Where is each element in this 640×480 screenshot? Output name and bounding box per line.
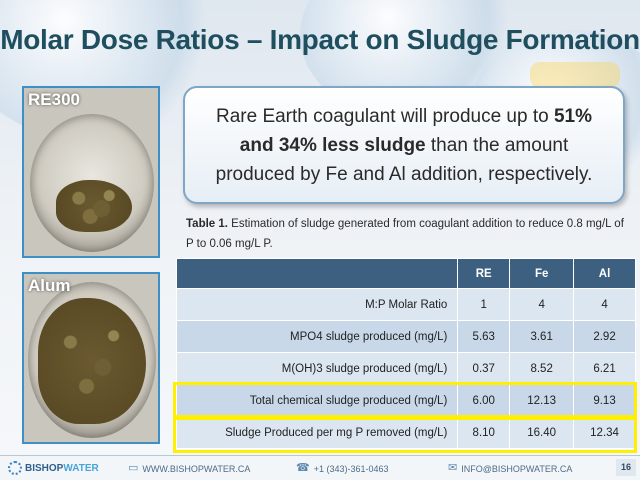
- footer-phone: ☎ +1 (343)-361-0463: [296, 463, 389, 474]
- table-header-row: RE Fe Al: [175, 258, 636, 289]
- company-logo: BISHOP WATER: [8, 461, 99, 475]
- logo-icon: [8, 461, 22, 475]
- logo-text-part: BISHOP: [25, 462, 64, 474]
- sludge-sample: [56, 180, 132, 232]
- logo-text-part: WATER: [63, 462, 99, 474]
- callout-text-part: than the amount produced by Fe and Al ad…: [215, 134, 593, 185]
- cell-value: 16.40: [509, 416, 575, 449]
- table-row: Sludge Produced per mg P removed (mg/L) …: [175, 416, 636, 449]
- slide-title: Molar Dose Ratios – Impact on Sludge For…: [0, 24, 640, 55]
- page-number: 16: [616, 459, 636, 476]
- header-cell: RE: [457, 258, 511, 289]
- table-row: Total chemical sludge produced (mg/L) 6.…: [175, 384, 636, 417]
- header-cell: Fe: [509, 258, 575, 289]
- phone-number: +1 (343)-361-0463: [313, 463, 389, 474]
- caption-text: Estimation of sludge generated from coag…: [186, 218, 624, 250]
- photo-re300: RE300: [22, 86, 160, 258]
- cell-value: 5.63: [457, 320, 511, 353]
- photo-alum: Alum: [22, 272, 160, 444]
- cell-value: 6.00: [457, 384, 511, 417]
- callout-bold-part: and 34% less sludge: [239, 134, 426, 156]
- caption-label: Table 1.: [186, 218, 228, 230]
- monitor-icon: ▭: [128, 462, 139, 474]
- footer-website[interactable]: ▭ WWW.BISHOPWATER.CA: [128, 463, 250, 474]
- photo-label-re300: RE300: [28, 90, 80, 109]
- website-link[interactable]: WWW.BISHOPWATER.CA: [142, 463, 251, 474]
- table-caption: Table 1. Estimation of sludge generated …: [186, 214, 632, 254]
- callout-text-part: Rare Earth coagulant will produce up to: [215, 105, 554, 127]
- callout-bold-part: 51%: [553, 105, 592, 127]
- cell-value: 3.61: [509, 320, 575, 353]
- row-label: Total chemical sludge produced (mg/L): [175, 384, 459, 417]
- cell-value: 2.92: [573, 320, 636, 353]
- cell-value: 8.10: [457, 416, 511, 449]
- cell-value: 8.52: [509, 352, 575, 385]
- row-label: MPO4 sludge produced (mg/L): [175, 320, 459, 353]
- cell-value: 1: [457, 288, 511, 321]
- cell-value: 9.13: [573, 384, 636, 417]
- footer: BISHOP WATER ▭ WWW.BISHOPWATER.CA ☎ +1 (3…: [0, 455, 640, 480]
- email-link[interactable]: INFO@BISHOPWATER.CA: [461, 463, 573, 474]
- row-label: M(OH)3 sludge produced (mg/L): [175, 352, 459, 385]
- cell-value: 12.34: [573, 416, 636, 449]
- callout-box: Rare Earth coagulant will produce up to …: [183, 86, 625, 204]
- footer-email[interactable]: ✉ INFO@BISHOPWATER.CA: [448, 463, 572, 474]
- envelope-icon: ✉: [448, 462, 458, 474]
- callout-text: Rare Earth coagulant will produce up to …: [199, 102, 609, 189]
- sludge-sample: [38, 298, 146, 424]
- row-label: Sludge Produced per mg P removed (mg/L): [175, 416, 459, 449]
- table-row: MPO4 sludge produced (mg/L) 5.63 3.61 2.…: [175, 320, 636, 353]
- header-cell: [175, 258, 459, 289]
- phone-icon: ☎: [296, 462, 310, 474]
- cell-value: 12.13: [509, 384, 575, 417]
- cell-value: 0.37: [457, 352, 511, 385]
- table-row: M(OH)3 sludge produced (mg/L) 0.37 8.52 …: [175, 352, 636, 385]
- cell-value: 4: [509, 288, 575, 321]
- header-cell: Al: [573, 258, 636, 289]
- table-row: M:P Molar Ratio 1 4 4: [175, 288, 636, 321]
- cell-value: 4: [573, 288, 636, 321]
- row-label: M:P Molar Ratio: [175, 288, 459, 321]
- cell-value: 6.21: [573, 352, 636, 385]
- sludge-table: RE Fe Al M:P Molar Ratio 1 4 4 MPO4 slud…: [175, 258, 636, 449]
- photo-label-alum: Alum: [28, 276, 71, 295]
